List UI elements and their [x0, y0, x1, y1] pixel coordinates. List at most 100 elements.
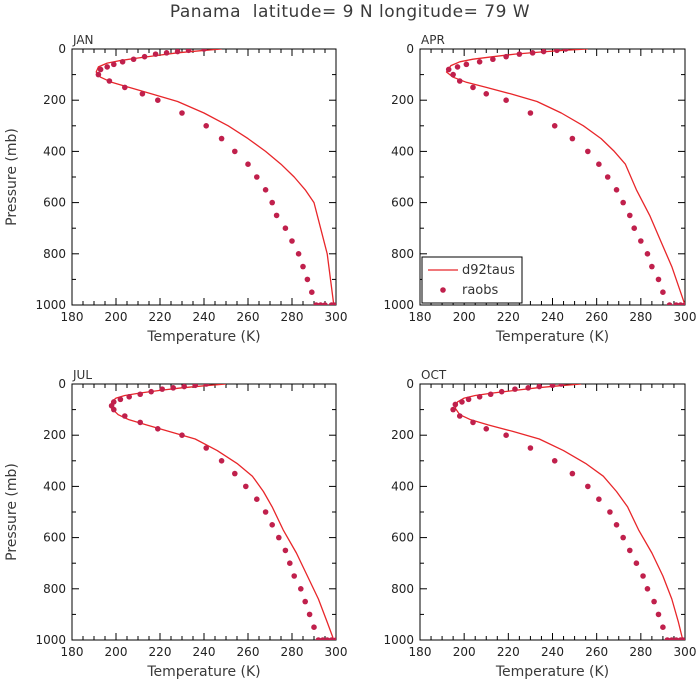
data-point-raobs: [232, 148, 238, 155]
data-point-raobs: [262, 187, 269, 193]
data-point-raobs: [282, 225, 289, 231]
data-point-raobs: [324, 637, 330, 640]
plot-area: [95, 49, 336, 305]
data-point-raobs: [317, 302, 324, 305]
data-point-raobs: [549, 384, 556, 389]
data-point-raobs: [503, 432, 509, 439]
legend-box: [421, 256, 523, 304]
data-point-raobs: [540, 49, 547, 55]
data-point-raobs: [126, 394, 132, 400]
y-tick-label: 600: [43, 196, 66, 210]
data-point-raobs: [620, 199, 626, 206]
data-point-raobs: [331, 302, 336, 305]
x-tick-label: 280: [281, 310, 304, 324]
y-tick-label: 600: [43, 531, 66, 545]
data-point-raobs: [174, 49, 181, 55]
data-point-raobs: [503, 97, 509, 103]
x-tick-label: 240: [193, 645, 216, 659]
y-tick-label: 400: [391, 144, 414, 158]
plot-area: [450, 384, 685, 640]
y-axis-label: Pressure (mb): [4, 128, 20, 226]
data-point-raobs: [554, 49, 560, 54]
data-point-raobs: [328, 637, 335, 640]
data-point-raobs: [558, 384, 565, 387]
x-tick-label: 260: [585, 645, 608, 659]
data-point-raobs: [476, 394, 483, 400]
y-tick-label: 1000: [383, 298, 414, 312]
data-point-raobs: [613, 522, 620, 528]
data-point-raobs: [253, 496, 260, 503]
y-tick-label: 800: [43, 247, 66, 261]
panel-label: APR: [421, 33, 445, 47]
x-tick-label: 280: [281, 645, 304, 659]
data-point-raobs: [529, 50, 536, 56]
y-tick-label: 0: [406, 42, 414, 56]
data-point-raobs: [498, 388, 505, 395]
data-point-raobs: [483, 426, 490, 432]
data-point-raobs: [155, 426, 161, 432]
data-point-raobs: [463, 61, 470, 68]
y-tick-label: 200: [391, 428, 414, 442]
data-point-raobs: [95, 71, 102, 78]
data-point-raobs: [638, 238, 644, 244]
legend: d92taus raobs: [421, 256, 523, 304]
data-point-raobs: [262, 509, 269, 515]
data-point-raobs: [111, 61, 117, 68]
data-point-raobs: [320, 637, 326, 640]
data-point-raobs: [677, 302, 684, 305]
data-point-raobs: [97, 66, 104, 73]
data-point-raobs: [315, 637, 322, 640]
data-point-raobs: [660, 289, 666, 296]
x-tick-label: 200: [105, 310, 128, 324]
data-point-raobs: [470, 84, 476, 91]
data-point-raobs: [452, 401, 459, 408]
x-tick-label: 260: [237, 645, 260, 659]
data-point-raobs: [203, 384, 209, 387]
data-point-raobs: [655, 276, 662, 283]
data-point-raobs: [569, 470, 576, 477]
data-point-raobs: [192, 384, 198, 389]
data-point-raobs: [243, 483, 249, 490]
data-point-raobs: [203, 445, 209, 451]
data-point-raobs: [289, 238, 295, 244]
data-point-raobs: [300, 263, 306, 270]
x-tick-label: 280: [629, 645, 652, 659]
data-point-raobs: [640, 573, 646, 579]
series-line-d92taus: [454, 384, 684, 640]
data-point-raobs: [269, 522, 276, 528]
data-point-raobs: [181, 384, 187, 390]
data-point-raobs: [655, 611, 662, 618]
data-point-raobs: [613, 187, 620, 193]
y-axis-label: Pressure (mb): [4, 463, 20, 561]
legend-label-raobs: raobs: [462, 283, 499, 298]
x-tick-label: 200: [453, 645, 476, 659]
x-tick-label: 180: [409, 310, 432, 324]
y-tick-label: 600: [391, 196, 414, 210]
data-point-raobs: [459, 399, 465, 405]
data-point-raobs: [122, 84, 128, 91]
data-point-raobs: [253, 174, 260, 180]
data-point-raobs: [155, 97, 161, 103]
series-line-d92taus: [95, 49, 335, 305]
data-point-raobs: [682, 302, 685, 305]
y-tick-label: 200: [43, 428, 66, 442]
data-point-raobs: [170, 385, 176, 391]
panel-jan: 180 200 220 240 260 280 300 0 200 400 600 800 1000 Te…: [4, 33, 347, 345]
data-point-raobs: [551, 123, 558, 129]
x-tick-label: 200: [105, 645, 128, 659]
panel-label: JUL: [72, 368, 92, 382]
data-point-raobs: [585, 483, 591, 490]
data-point-raobs: [287, 560, 293, 566]
x-tick-label: 240: [541, 310, 564, 324]
series-line-d92taus: [110, 384, 335, 640]
data-point-raobs: [185, 49, 192, 54]
data-point-raobs: [163, 50, 170, 56]
data-point-raobs: [276, 534, 282, 541]
x-axis-label: Temperature (K): [146, 664, 260, 680]
data-point-raobs: [633, 560, 640, 566]
x-tick-label: 300: [325, 645, 348, 659]
data-point-raobs: [104, 64, 110, 70]
data-point-raobs: [649, 263, 655, 270]
x-tick-label: 220: [497, 310, 520, 324]
